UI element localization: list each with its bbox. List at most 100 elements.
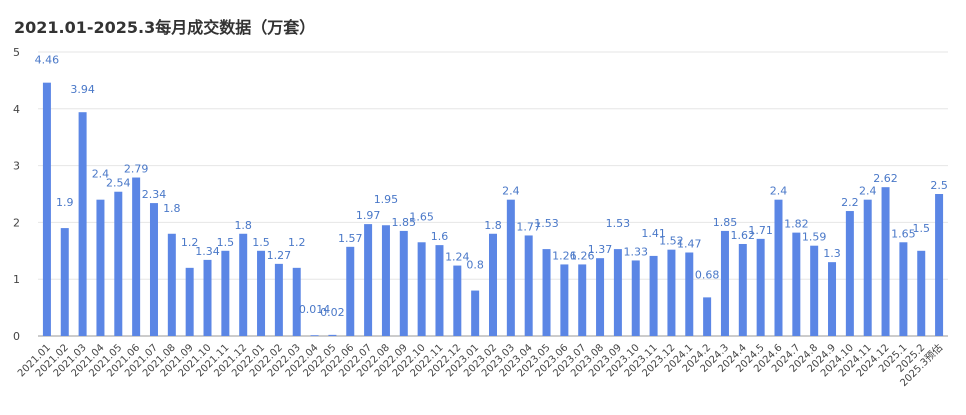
bar — [435, 245, 444, 336]
bar — [417, 242, 426, 336]
data-label: 1.24 — [445, 251, 470, 264]
bar — [899, 242, 908, 336]
bar — [471, 290, 480, 336]
bar — [203, 259, 212, 336]
data-label: 1.41 — [641, 227, 666, 240]
bar — [845, 211, 854, 336]
data-label: 1.26 — [552, 249, 577, 262]
data-label: 1.34 — [195, 245, 220, 258]
data-label: 1.6 — [431, 230, 449, 243]
bar — [96, 199, 105, 336]
bar — [685, 252, 694, 336]
data-label: 3.94 — [70, 83, 95, 96]
data-label: 2.62 — [873, 172, 898, 185]
data-label: 1.2 — [288, 236, 306, 249]
bar — [756, 238, 765, 336]
bar — [310, 335, 319, 336]
bar — [221, 250, 230, 336]
data-label: 1.59 — [802, 231, 827, 244]
data-label: 2.2 — [841, 196, 859, 209]
y-tick-label: 1 — [13, 273, 20, 286]
data-label: 1.5 — [912, 222, 930, 235]
data-label: 2.4 — [92, 168, 110, 181]
bar — [489, 233, 497, 336]
bar — [381, 225, 390, 336]
y-tick-label: 5 — [13, 46, 20, 59]
bar — [524, 235, 533, 336]
y-tick-label: 2 — [13, 216, 20, 229]
data-label: 2.34 — [142, 188, 167, 201]
data-label: 1.77 — [516, 220, 541, 233]
data-label: 1.26 — [570, 249, 595, 262]
bar — [239, 233, 248, 336]
bar — [149, 203, 158, 336]
bar — [328, 334, 337, 336]
bar — [810, 245, 819, 336]
data-label: 1.53 — [606, 217, 631, 230]
data-label: 1.37 — [588, 243, 613, 256]
bar — [292, 267, 301, 336]
bar — [506, 199, 515, 336]
data-label: 1.65 — [891, 227, 916, 240]
bar — [828, 262, 837, 336]
data-label: 1.85 — [713, 216, 738, 229]
bar — [60, 228, 69, 336]
data-label: 1.8 — [163, 202, 181, 215]
data-label: 1.97 — [356, 209, 381, 222]
bar — [596, 258, 605, 336]
data-label: 0.02 — [320, 306, 345, 319]
bar — [346, 246, 355, 336]
bar — [935, 194, 944, 336]
data-label: 2.4 — [859, 185, 877, 198]
data-label: 4.46 — [35, 54, 60, 67]
data-label: 2.4 — [502, 185, 520, 198]
data-label: 1.52 — [659, 235, 684, 248]
data-label: 1.9 — [56, 196, 74, 209]
data-label: 2.79 — [124, 163, 149, 176]
data-label: 1.95 — [374, 193, 399, 206]
data-label: 1.33 — [623, 245, 648, 258]
bar — [631, 260, 640, 336]
bar — [774, 199, 783, 336]
data-label: 1.2 — [181, 236, 199, 249]
data-label: 1.3 — [823, 247, 841, 260]
y-tick-label: 0 — [13, 330, 20, 343]
bar — [560, 264, 569, 336]
bar — [542, 249, 551, 336]
bar — [738, 243, 747, 336]
y-tick-label: 4 — [13, 103, 20, 116]
data-label: 1.5 — [252, 236, 270, 249]
data-label: 1.65 — [409, 210, 434, 223]
bar — [132, 177, 141, 336]
data-label: 1.85 — [392, 216, 417, 229]
bar — [274, 263, 283, 336]
bar — [453, 265, 462, 336]
bar — [917, 250, 926, 336]
data-label: 1.5 — [217, 236, 235, 249]
data-label: 2.54 — [106, 177, 131, 190]
data-label: 1.8 — [234, 219, 252, 232]
data-label: 1.8 — [484, 219, 502, 232]
bar — [863, 199, 872, 336]
data-label: 0.68 — [695, 268, 720, 281]
bar — [185, 267, 194, 336]
bar — [881, 187, 890, 336]
bar — [578, 264, 587, 336]
y-tick-label: 3 — [13, 160, 20, 173]
data-label: 2.5 — [930, 179, 948, 192]
bar — [792, 232, 801, 336]
bar — [399, 230, 408, 336]
bar — [703, 297, 712, 336]
data-label: 1.53 — [534, 217, 559, 230]
data-label: 1.27 — [267, 249, 292, 262]
data-label: 0.014 — [299, 303, 331, 316]
data-label: 1.57 — [338, 232, 363, 245]
data-label: 2.4 — [770, 185, 788, 198]
chart-title: 2021.01-2025.3每月成交数据（万套） — [14, 18, 316, 37]
bar — [364, 224, 373, 336]
data-label: 1.62 — [731, 229, 756, 242]
bar — [78, 112, 87, 336]
bar — [42, 82, 51, 336]
data-label: 1.82 — [784, 218, 809, 231]
